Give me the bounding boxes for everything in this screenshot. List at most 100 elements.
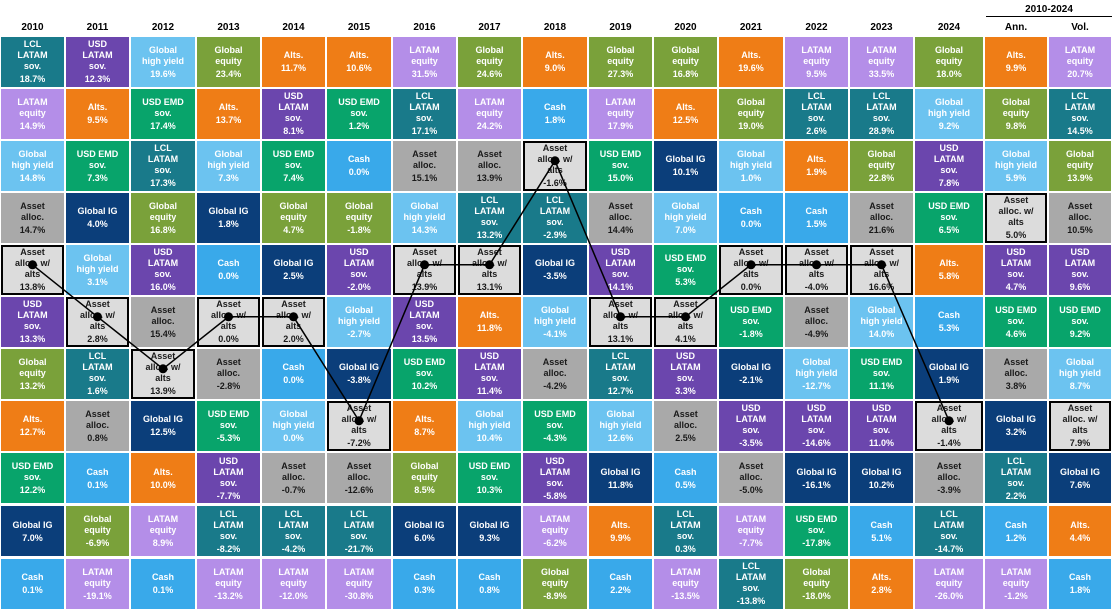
- cell-asset-name: LATAM equity: [147, 514, 179, 535]
- cell-global-equity: Global equity 23.4%: [197, 37, 260, 87]
- cell-global-equity: Global equity 24.6%: [458, 37, 521, 87]
- cell-return-value: 13.2%: [19, 380, 46, 391]
- cell-asset-name: Global equity: [83, 514, 112, 535]
- cell-return-value: 7.0%: [22, 532, 43, 543]
- cell-return-value: 8.7%: [414, 427, 435, 437]
- cell-asset-name: Global IG: [600, 466, 641, 477]
- cell-return-value: 12.7%: [19, 427, 46, 437]
- cell-asset-name: USD EMD sov.: [928, 200, 970, 222]
- cell-asset-name: Global equity: [475, 44, 504, 66]
- cell-return-value: 9.2%: [1069, 328, 1091, 339]
- cell-alts: Alts. 9.9%: [589, 506, 652, 557]
- cell-return-value: 10.4%: [476, 432, 503, 443]
- cell-return-value: 13.5%: [411, 334, 438, 344]
- cell-asset-name: Alts.: [610, 519, 631, 530]
- cell-return-value: 1.2%: [348, 120, 370, 131]
- cell-global-equity: Global equity 27.3%: [589, 37, 652, 87]
- cell-return-value: -17.8%: [802, 538, 831, 548]
- cell-return-value: 6.0%: [414, 532, 435, 543]
- cell-asset-alloc: Asset alloc. 14.7%: [1, 193, 64, 243]
- cell-global-high-yield: Global high yield 14.3%: [393, 193, 456, 243]
- cell-usd-emd-sov: USD EMD sov. 10.2%: [393, 349, 456, 399]
- cell-usd-emd-sov: USD EMD sov. 9.2%: [1049, 297, 1111, 347]
- cell-return-value: 7.8%: [938, 178, 960, 188]
- cell-asset-name: Asset alloc.: [85, 408, 110, 430]
- cell-latam-equity: LATAM equity 20.7%: [1049, 37, 1111, 87]
- cell-global-equity: Global equity -6.9%: [66, 506, 129, 557]
- cell-asset-name: LCL LATAM sov.: [147, 143, 179, 175]
- cell-return-value: 17.4%: [150, 120, 176, 131]
- cell-asset-alloc: Asset alloc. -3.9%: [915, 453, 983, 504]
- cell-return-value: 9.9%: [1005, 63, 1027, 73]
- cell-return-value: 3.8%: [1005, 380, 1027, 391]
- cell-return-value: 2.5%: [283, 271, 304, 281]
- cell-return-value: 12.5%: [150, 427, 176, 437]
- cell-asset-name: Global high yield: [272, 408, 315, 430]
- cell-asset-alloc: Asset alloc. -12.6%: [327, 453, 391, 504]
- cell-asset-name: Cash: [282, 362, 305, 372]
- cell-asset-alloc: Asset alloc. -5.0%: [719, 453, 783, 504]
- cell-asset-name: Global IG: [1059, 466, 1100, 477]
- cell-asset-name: USD EMD sov.: [338, 96, 380, 118]
- cell-asset-name: Asset alloc. w/ alts: [931, 403, 967, 435]
- cell-cash: Cash 1.8%: [1049, 559, 1111, 609]
- cell-asset-name: Cash: [805, 206, 828, 216]
- cell-asset-name: Global IG: [77, 206, 118, 216]
- cell-alts: Alts. 12.5%: [654, 89, 717, 139]
- cell-asset-name: Asset alloc.: [150, 304, 176, 326]
- cell-asset-name: LCL LATAM sov.: [213, 508, 244, 541]
- cell-asset-alloc: Asset alloc. -4.2%: [523, 349, 587, 399]
- cell-asset-name: USD EMD sov.: [207, 408, 250, 430]
- cell-cash: Cash 0.3%: [393, 559, 456, 609]
- cell-asset-name: Asset alloc.: [216, 356, 241, 378]
- cell-return-value: 11.8%: [476, 323, 503, 333]
- cell-return-value: 14.4%: [607, 224, 634, 235]
- cell-asset-name: LATAM equity: [866, 44, 897, 66]
- column-header-2019: 2019: [609, 22, 632, 33]
- cell-cash: Cash 5.3%: [915, 297, 983, 347]
- cell-alts: Alts. 19.6%: [719, 37, 783, 87]
- cell-global-high-yield: Global high yield 1.0%: [719, 141, 783, 191]
- cell-return-value: 5.3%: [938, 323, 960, 333]
- cell-return-value: 2.0%: [283, 334, 304, 344]
- cell-asset-alloc-w-alts: Asset alloc. w/ alts -1.4%: [915, 401, 983, 451]
- cell-asset-alloc: Asset alloc. -2.8%: [197, 349, 260, 399]
- cell-asset-name: Alts.: [414, 414, 435, 424]
- cell-return-value: -4.2%: [281, 543, 306, 554]
- cell-return-value: -3.5%: [739, 438, 763, 448]
- cell-return-value: 8.5%: [414, 485, 435, 495]
- cell-latam-equity: LATAM equity 17.9%: [589, 89, 652, 139]
- period-header: 2010-2024: [1025, 4, 1073, 15]
- cell-lcl-latam-sov: LCL LATAM sov. -21.7%: [327, 506, 391, 557]
- cell-return-value: -2.9%: [543, 230, 567, 240]
- cell-asset-name: LCL LATAM sov.: [343, 508, 375, 541]
- cell-cash: Cash 2.2%: [589, 559, 652, 609]
- cell-asset-name: Asset alloc.: [281, 461, 306, 482]
- cell-return-value: 0.8%: [87, 432, 108, 443]
- cell-cash: Cash 0.0%: [327, 141, 391, 191]
- cell-asset-name: Cash: [674, 466, 697, 477]
- cell-asset-name: LATAM equity: [670, 566, 701, 588]
- cell-asset-name: USD LATAM sov.: [213, 455, 244, 488]
- cell-return-value: -12.6%: [344, 485, 374, 495]
- cell-asset-name: Cash: [1068, 572, 1091, 582]
- cell-return-value: -2.7%: [347, 328, 371, 339]
- cell-return-value: -2.8%: [216, 380, 241, 391]
- cell-return-value: 10.0%: [150, 479, 176, 490]
- cell-asset-name: USD EMD sov.: [11, 461, 54, 482]
- cell-cash: Cash 5.1%: [850, 506, 913, 557]
- cell-asset-name: USD EMD sov.: [272, 148, 315, 170]
- cell-usd-emd-sov: USD EMD sov. -1.8%: [719, 297, 783, 347]
- cell-global-high-yield: Global high yield 10.4%: [458, 401, 521, 451]
- cell-asset-name: Cash: [347, 154, 370, 164]
- cell-asset-name: Asset alloc.: [1067, 200, 1093, 222]
- cell-lcl-latam-sov: LCL LATAM sov. 2.6%: [785, 89, 848, 139]
- cell-return-value: 18.7%: [19, 74, 46, 84]
- cell-global-high-yield: Global high yield -2.7%: [327, 297, 391, 347]
- column-header-2015: 2015: [347, 22, 371, 33]
- cell-return-value: 10.1%: [672, 167, 699, 177]
- cell-return-value: 7.6%: [1069, 479, 1091, 490]
- cell-asset-name: LATAM equity: [1064, 44, 1096, 66]
- cell-return-value: 3.2%: [1005, 427, 1027, 437]
